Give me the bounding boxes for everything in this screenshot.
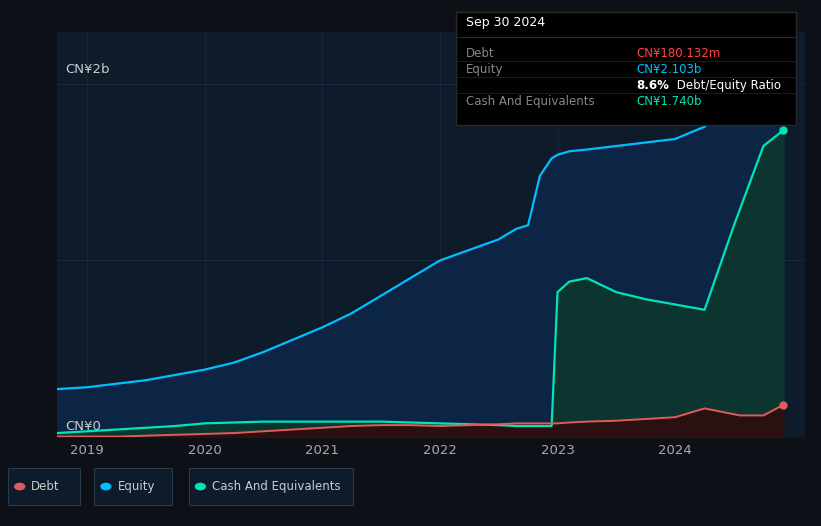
Text: Cash And Equivalents: Cash And Equivalents: [466, 95, 594, 108]
Text: Equity: Equity: [117, 480, 155, 493]
Text: CN¥180.132m: CN¥180.132m: [636, 47, 721, 60]
Text: Equity: Equity: [466, 63, 503, 76]
Text: Debt: Debt: [466, 47, 494, 60]
Text: CN¥0: CN¥0: [66, 420, 102, 433]
Text: 8.6%: 8.6%: [636, 79, 669, 92]
Text: CN¥2.103b: CN¥2.103b: [636, 63, 702, 76]
Text: CN¥2b: CN¥2b: [66, 63, 110, 76]
Text: Sep 30 2024: Sep 30 2024: [466, 16, 544, 29]
Text: CN¥1.740b: CN¥1.740b: [636, 95, 702, 108]
Text: Cash And Equivalents: Cash And Equivalents: [212, 480, 341, 493]
Text: Debt/Equity Ratio: Debt/Equity Ratio: [673, 79, 782, 92]
Text: Debt: Debt: [31, 480, 60, 493]
